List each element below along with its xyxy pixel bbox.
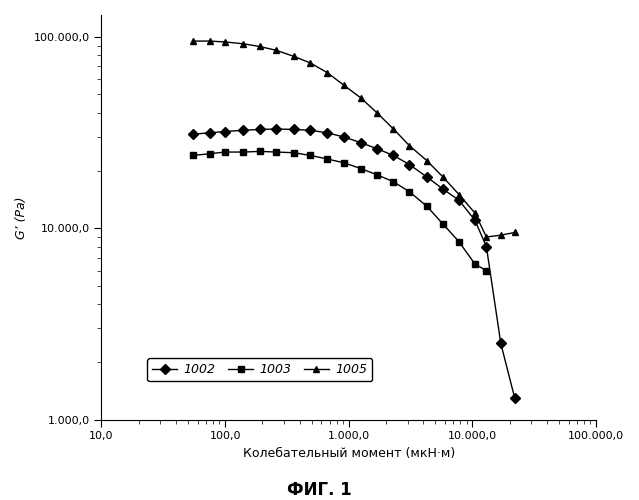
- 1002: [455, 198, 463, 203]
- 1005: [471, 210, 479, 216]
- 1003: [256, 148, 263, 154]
- 1003: [240, 149, 247, 155]
- Line: 1005: 1005: [190, 38, 518, 240]
- 1002: [206, 130, 213, 136]
- 1002: [390, 152, 397, 158]
- 1005: [206, 38, 213, 44]
- 1005: [439, 174, 447, 180]
- 1005: [497, 232, 505, 238]
- 1005: [455, 192, 463, 198]
- 1005: [482, 234, 490, 240]
- Line: 1002: 1002: [190, 126, 518, 402]
- 1005: [273, 48, 281, 54]
- 1005: [373, 110, 381, 116]
- 1002: [423, 174, 431, 180]
- 1002: [511, 395, 518, 401]
- 1002: [471, 218, 479, 224]
- 1003: [390, 178, 397, 184]
- 1003: [439, 221, 447, 227]
- 1002: [439, 186, 447, 192]
- 1002: [497, 340, 505, 346]
- 1002: [240, 127, 247, 133]
- 1002: [273, 126, 281, 132]
- 1002: [307, 127, 314, 133]
- 1003: [189, 152, 197, 158]
- 1003: [373, 172, 381, 178]
- 1003: [455, 238, 463, 244]
- Legend: 1002, 1003, 1005: 1002, 1003, 1005: [148, 358, 372, 381]
- 1002: [189, 131, 197, 137]
- 1003: [273, 149, 281, 155]
- 1002: [482, 244, 490, 250]
- 1002: [323, 130, 331, 136]
- 1005: [357, 95, 364, 101]
- 1005: [290, 54, 298, 60]
- 1003: [323, 156, 331, 162]
- 1003: [221, 149, 229, 155]
- 1002: [406, 162, 413, 168]
- 1003: [482, 268, 490, 274]
- 1002: [340, 134, 348, 140]
- 1005: [423, 158, 431, 164]
- X-axis label: Колебательный момент (мкН·м): Колебательный момент (мкН·м): [243, 447, 455, 460]
- Line: 1003: 1003: [190, 148, 490, 274]
- 1005: [390, 126, 397, 132]
- 1002: [256, 126, 263, 132]
- 1003: [406, 189, 413, 195]
- 1003: [423, 204, 431, 210]
- 1005: [511, 230, 518, 235]
- 1002: [290, 126, 298, 132]
- 1003: [290, 150, 298, 156]
- 1003: [471, 261, 479, 267]
- Text: ФИГ. 1: ФИГ. 1: [287, 481, 352, 499]
- 1005: [240, 40, 247, 46]
- Y-axis label: G’ (Pa): G’ (Pa): [15, 196, 28, 238]
- 1005: [221, 39, 229, 45]
- 1005: [340, 82, 348, 88]
- 1003: [307, 152, 314, 158]
- 1005: [323, 70, 331, 75]
- 1005: [307, 60, 314, 66]
- 1003: [357, 166, 364, 172]
- 1003: [206, 150, 213, 156]
- 1002: [357, 140, 364, 145]
- 1005: [256, 44, 263, 50]
- 1005: [189, 38, 197, 44]
- 1003: [340, 160, 348, 166]
- 1002: [373, 146, 381, 152]
- 1002: [221, 128, 229, 134]
- 1005: [406, 142, 413, 148]
